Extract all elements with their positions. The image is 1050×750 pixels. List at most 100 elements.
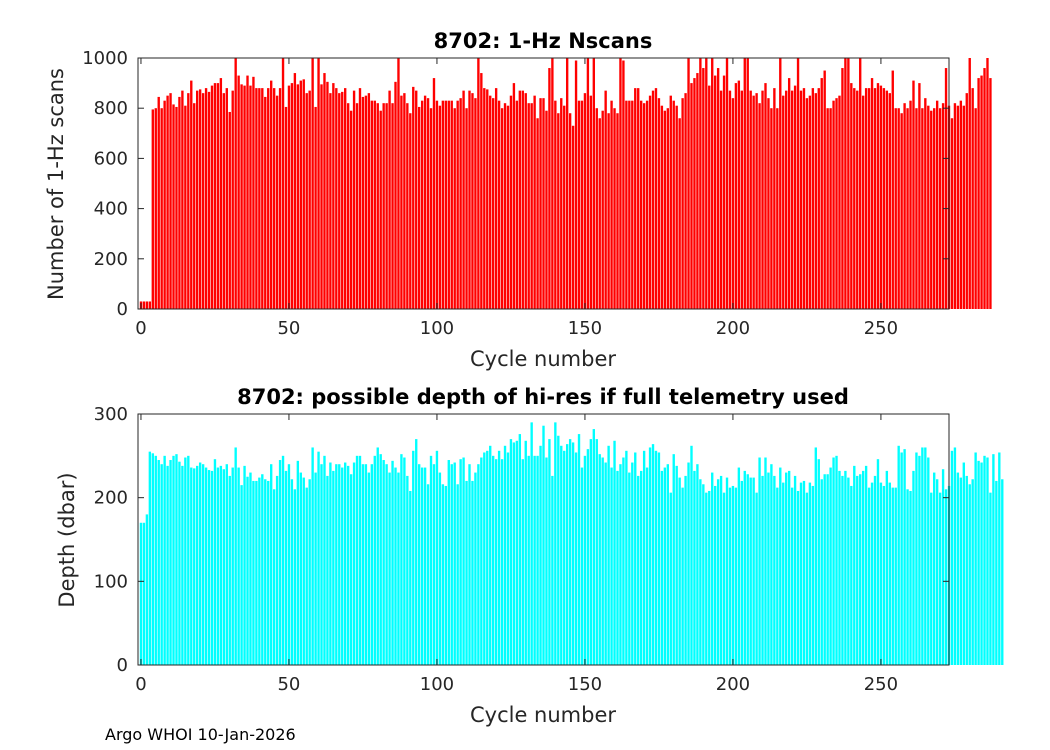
bar-cycle-59 (314, 106, 317, 309)
y-tick-label: 300 (94, 404, 128, 425)
bar-cycle-172 (648, 95, 652, 310)
bar-cycle-75 (361, 96, 365, 309)
bar-cycle-113 (474, 472, 477, 665)
bar-cycle-185 (687, 462, 690, 665)
bar-cycle-225 (805, 98, 809, 309)
bar-cycle-190 (702, 68, 705, 309)
bar-cycle-51 (290, 83, 294, 309)
bar-cycle-182 (678, 118, 681, 310)
bar-cycle-231 (823, 70, 826, 309)
bar-cycle-12 (175, 454, 178, 665)
bar-cycle-145 (568, 439, 572, 665)
bar-cycle-62 (323, 73, 326, 309)
bar-cycle-104 (447, 460, 450, 665)
bar-cycle-9 (166, 95, 169, 310)
bar-cycle-37 (249, 85, 252, 309)
bar-cycle-26 (216, 467, 220, 665)
bar-cycle-95 (420, 100, 424, 309)
x-tick-label: 200 (716, 674, 750, 695)
bar-cycle-21 (201, 464, 205, 665)
bar-cycle-189 (699, 479, 702, 665)
bar-cycle-274 (950, 118, 954, 310)
bar-cycle-205 (746, 474, 749, 665)
bar-cycle-276 (956, 472, 960, 665)
bar-cycle-211 (764, 83, 767, 309)
bar-cycle-208 (755, 492, 758, 665)
y-tick-label: 200 (94, 488, 128, 509)
bar-cycle-106 (453, 462, 456, 665)
bar-cycle-118 (489, 445, 492, 665)
bar-cycle-218 (785, 472, 788, 665)
bar-cycle-276 (956, 105, 960, 309)
bar-cycle-190 (702, 484, 705, 665)
bar-cycle-248 (873, 475, 877, 665)
bar-cycle-194 (713, 485, 717, 665)
bar-cycle-239 (847, 477, 850, 665)
bar-cycle-278 (962, 462, 965, 665)
bar-cycle-168 (637, 475, 640, 665)
bar-cycle-129 (521, 90, 524, 309)
bar-cycle-45 (272, 88, 276, 310)
y-tick-label: 400 (94, 199, 128, 220)
bar-cycle-3 (148, 301, 152, 309)
bar-cycle-114 (477, 464, 480, 665)
bar-cycle-7 (160, 464, 163, 665)
bar-cycle-27 (219, 465, 223, 665)
bar-cycle-89 (403, 457, 406, 665)
bar-cycle-169 (639, 470, 643, 665)
bar-cycle-179 (669, 95, 672, 310)
bar-cycle-151 (586, 58, 590, 309)
bar-cycle-282 (974, 452, 977, 665)
bar-cycle-65 (332, 83, 335, 309)
bar-cycle-130 (524, 440, 527, 665)
nscans-title: 8702: 1-Hz Nscans (434, 29, 653, 53)
bar-cycle-226 (808, 95, 812, 310)
bar-cycle-195 (716, 479, 720, 665)
bar-cycle-78 (370, 464, 374, 665)
bar-cycle-57 (308, 90, 311, 309)
bar-cycle-131 (527, 455, 530, 665)
bar-cycle-86 (394, 467, 397, 665)
bar-cycle-42 (264, 479, 267, 665)
bar-cycle-171 (645, 100, 649, 309)
bar-cycle-44 (270, 80, 273, 309)
bar-cycle-178 (666, 108, 669, 309)
bar-cycle-74 (358, 88, 362, 310)
bar-cycle-257 (900, 113, 903, 309)
bar-cycle-115 (480, 73, 483, 309)
depth-axes-box (137, 413, 950, 666)
bar-cycle-15 (184, 105, 187, 309)
bar-cycle-96 (423, 95, 427, 310)
bar-cycle-271 (941, 103, 945, 310)
bar-cycle-197 (722, 75, 726, 309)
nscans-ticks: 0 50 100 150 200 250 0 200 400 600 800 1000 (82, 48, 949, 339)
bar-cycle-232 (826, 474, 829, 665)
bar-cycle-213 (770, 108, 773, 309)
bar-cycle-259 (906, 108, 909, 309)
bar-cycle-202 (737, 467, 741, 665)
bar-cycle-207 (752, 477, 755, 665)
bar-cycle-139 (551, 58, 554, 309)
bar-cycle-101 (438, 472, 442, 665)
bar-cycle-249 (876, 459, 880, 665)
x-tick-label: 250 (864, 318, 898, 339)
x-tick-label: 0 (135, 318, 146, 339)
bar-cycle-178 (666, 464, 669, 665)
bar-cycle-200 (731, 98, 735, 309)
bar-cycle-77 (367, 472, 371, 665)
bar-cycle-134 (536, 455, 539, 665)
bar-cycle-18 (193, 468, 196, 665)
bar-cycle-92 (412, 86, 415, 310)
bar-cycle-251 (882, 88, 886, 310)
bar-cycle-144 (565, 444, 569, 665)
bar-cycle-234 (832, 100, 835, 309)
bar-cycle-241 (853, 88, 856, 310)
bar-cycle-64 (329, 462, 332, 665)
bar-cycle-11 (172, 104, 175, 309)
bar-cycle-215 (776, 487, 779, 665)
bar-cycle-24 (210, 85, 214, 309)
bar-cycle-111 (468, 464, 471, 665)
bar-cycle-107 (456, 100, 459, 309)
bar-cycle-29 (225, 464, 228, 665)
bar-cycle-181 (675, 465, 678, 665)
